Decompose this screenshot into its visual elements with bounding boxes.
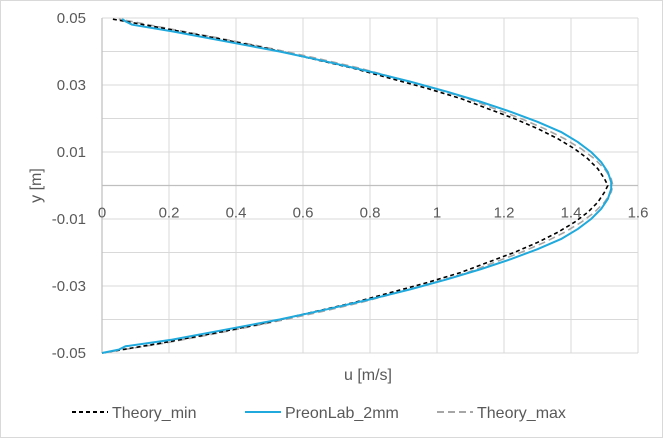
y-tick-label: 0.01: [57, 144, 86, 161]
legend-label: Theory_min: [112, 405, 196, 422]
x-tick-label: 0.2: [159, 205, 180, 222]
y-tick-label: 0.03: [57, 77, 86, 94]
y-axis-title: y [m]: [28, 168, 45, 203]
x-tick-label: 0.6: [293, 205, 314, 222]
x-tick-label: 0.8: [360, 205, 381, 222]
x-tick-label: 0.4: [226, 205, 247, 222]
x-tick-label: 1.6: [628, 205, 649, 222]
y-tick-label: 0.05: [57, 10, 86, 27]
y-tick-label: -0.03: [52, 278, 86, 295]
x-tick-label: 0: [98, 205, 106, 222]
legend-label: PreonLab_2mm: [285, 405, 399, 422]
axes: [101, 18, 638, 353]
legend-label: Theory_max: [477, 405, 566, 422]
series-line-preonlab-2mm: [101, 18, 613, 354]
series-lines: [101, 18, 614, 354]
legend: Theory_min PreonLab_2mm Theory_max: [72, 405, 566, 422]
y-tick-label: -0.01: [52, 211, 86, 228]
x-tick-label: 1: [433, 205, 441, 222]
y-tick-label: -0.05: [52, 345, 86, 362]
x-tick-label: 1.4: [561, 205, 582, 222]
x-axis-title: u [m/s]: [344, 367, 392, 384]
series-line-theory-min: [101, 18, 609, 354]
x-tick-label: 1.2: [494, 205, 515, 222]
tick-labels: 0 0.2 0.4 0.6 0.8 1 1.2 1.4 1.6 -0.05 -0.03 -0.01 0.…: [52, 10, 649, 362]
